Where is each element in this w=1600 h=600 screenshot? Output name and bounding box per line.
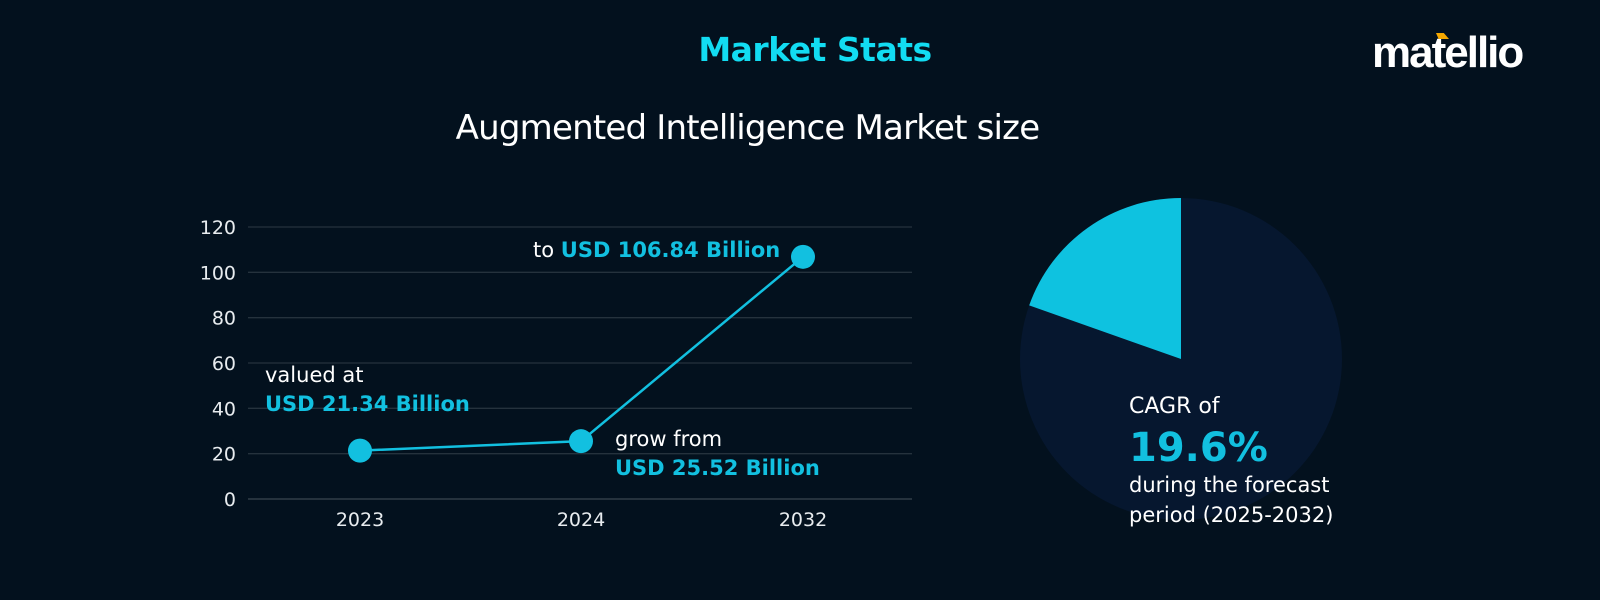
header-title: Market Stats	[698, 30, 932, 69]
data-point	[569, 429, 593, 454]
line-series	[348, 244, 815, 463]
annotation-2032-value: USD 106.84 Billion	[560, 238, 781, 262]
cagr-block: CAGR of 19.6% during the forecast period…	[1129, 392, 1333, 530]
annotation-2023-prefix: valued at	[265, 363, 364, 387]
x-axis-ticks: 2023 2024 2032	[336, 509, 827, 531]
cagr-value: 19.6%	[1129, 425, 1268, 471]
logo-accent-icon	[1436, 33, 1449, 39]
annotation-2023-value: USD 21.34 Billion	[265, 392, 470, 416]
annotation-2032-prefix: to	[533, 238, 555, 262]
grid-lines	[248, 226, 912, 500]
pie-cagr-slice	[1029, 198, 1181, 359]
cagr-label: CAGR of	[1129, 394, 1220, 419]
annotation-2024-value: USD 25.52 Billion	[615, 456, 820, 480]
matellio-logo: matellio	[1372, 28, 1524, 77]
series-line	[359, 255, 804, 452]
x-tick-label: 2032	[779, 509, 827, 531]
annotation-2023: valued at USD 21.34 Billion	[265, 361, 470, 419]
cagr-desc-line1: during the forecast	[1129, 473, 1330, 497]
y-tick-label: 20	[212, 444, 236, 466]
x-tick-label: 2024	[557, 509, 605, 531]
y-tick-label: 80	[212, 308, 236, 330]
y-tick-label: 0	[224, 489, 236, 511]
x-tick-label: 2023	[336, 509, 384, 531]
y-tick-label: 40	[212, 398, 236, 420]
chart-title: Augmented Intelligence Market size	[455, 108, 1040, 148]
annotation-2032: to USD 106.84 Billion	[533, 236, 780, 265]
cagr-desc-line2: period (2025-2032)	[1129, 503, 1334, 527]
y-tick-label: 60	[212, 353, 236, 375]
y-tick-label: 100	[200, 262, 236, 284]
y-tick-label: 120	[200, 217, 236, 239]
data-point	[791, 244, 815, 269]
annotation-2024-prefix: grow from	[615, 427, 723, 451]
annotation-2024: grow from USD 25.52 Billion	[615, 425, 820, 483]
y-axis-ticks: 0 20 40 60 80 100 120	[200, 217, 236, 511]
cagr-pie-chart	[1020, 198, 1342, 520]
data-point	[348, 438, 372, 463]
